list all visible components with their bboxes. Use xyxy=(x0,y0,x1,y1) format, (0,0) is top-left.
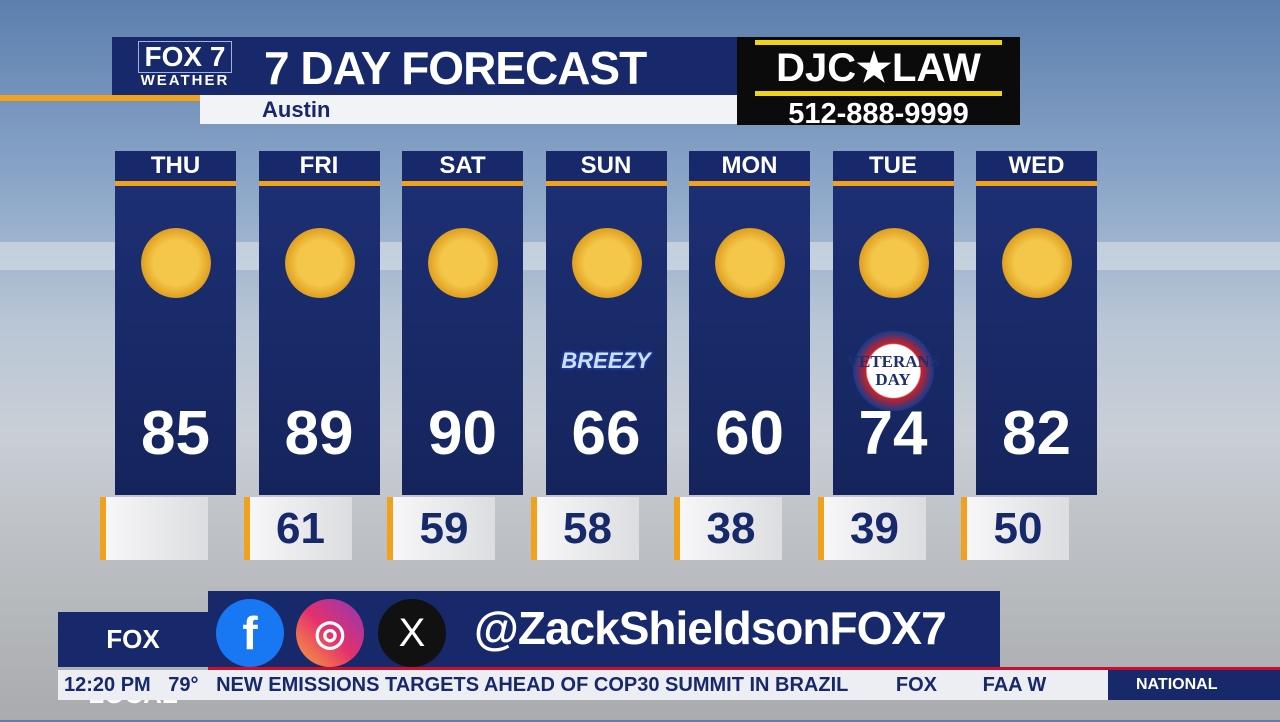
day-label: SUN xyxy=(545,151,667,186)
day-panel: 85 xyxy=(115,186,236,495)
ticker-temp: 79° xyxy=(168,674,199,696)
high-temp: 90 xyxy=(428,399,497,468)
day-column: WED 82 xyxy=(976,151,1097,495)
day-tag: BREEZY xyxy=(561,348,651,373)
day-tag: VETERANS DAY xyxy=(840,331,946,411)
news-ticker: 12:20 PM 79° NEW EMISSIONS TARGETS AHEAD… xyxy=(58,670,1108,700)
social-handle: @ZackShieldsonFOX7 xyxy=(474,602,947,654)
sun-icon xyxy=(858,228,929,298)
high-temp: 89 xyxy=(284,399,354,468)
day-column: SUN BREEZY 66 xyxy=(545,151,667,495)
low-temp: 39 xyxy=(817,497,926,560)
day-column: FRI 89 xyxy=(258,151,380,495)
divider xyxy=(208,667,1280,670)
high-temp: 66 xyxy=(571,399,641,468)
ticker-section: NATIONAL xyxy=(1108,670,1280,700)
sun-icon xyxy=(571,228,642,298)
sun-icon xyxy=(141,228,211,298)
ticker-headline: NEW EMISSIONS TARGETS AHEAD OF COP30 SUM… xyxy=(216,674,849,696)
high-temp: 74 xyxy=(858,399,928,468)
title-bar: FOX 7 WEATHER 7 DAY FORECAST xyxy=(112,37,738,95)
sun-icon xyxy=(1002,228,1072,298)
high-temp: 60 xyxy=(715,399,784,468)
sun-icon xyxy=(284,228,355,298)
high-temp: 82 xyxy=(1002,399,1071,468)
day-label: TUE xyxy=(832,151,954,186)
day-column: MON 60 xyxy=(689,151,810,495)
logo-text: FOX 7 xyxy=(137,41,233,73)
day-column: TUE VETERANS DAY 74 xyxy=(832,151,954,495)
page-title: 7 DAY FORECAST xyxy=(264,42,647,94)
location: Austin xyxy=(262,97,331,122)
social-bar: f ◎ X @ZackShieldsonFOX7 xyxy=(208,591,1000,667)
day-label: MON xyxy=(689,151,810,186)
low-temp: 58 xyxy=(530,497,639,560)
fox7-weather-logo: FOX 7 WEATHER xyxy=(132,41,238,91)
day-panel: 82 xyxy=(976,186,1097,495)
sun-icon xyxy=(715,228,785,298)
ticker-time: 12:20 PM xyxy=(64,674,151,696)
low-temp: 38 xyxy=(674,497,782,560)
day-label: FRI xyxy=(258,151,380,186)
day-label: THU xyxy=(115,151,236,186)
day-label: SAT xyxy=(402,151,523,186)
accent-line xyxy=(0,95,200,101)
sponsor-phone: 512-888-9999 xyxy=(788,98,969,130)
low-temp: 61 xyxy=(243,497,352,560)
day-panel: BREEZY 66 xyxy=(545,186,667,495)
high-temp: 85 xyxy=(141,399,210,468)
day-label: WED xyxy=(976,151,1097,186)
logo-subtext: WEATHER xyxy=(140,72,230,89)
sponsor-ad: DJC★LAW 512-888-9999 xyxy=(737,37,1020,129)
ticker-next: FAA W xyxy=(982,674,1047,696)
instagram-icon: ◎ xyxy=(296,599,364,667)
sun-icon xyxy=(428,228,498,298)
x-icon: X xyxy=(378,599,446,667)
fox-local-logo: FOX LOCAL xyxy=(58,612,208,709)
sponsor-name: DJC★LAW xyxy=(776,46,981,90)
location-bar: Austin xyxy=(200,95,738,124)
low-temp: 59 xyxy=(387,497,495,560)
ticker-separator: FOX xyxy=(895,674,938,696)
day-panel: 89 xyxy=(258,186,380,495)
day-column: THU 85 xyxy=(115,151,236,495)
low-temp xyxy=(100,497,208,560)
low-temp: 50 xyxy=(961,497,1069,560)
day-column: SAT 90 xyxy=(402,151,523,495)
day-panel: 90 xyxy=(402,186,523,495)
day-panel: 60 xyxy=(689,186,810,495)
facebook-icon: f xyxy=(216,599,284,667)
day-panel: VETERANS DAY 74 xyxy=(832,186,954,495)
